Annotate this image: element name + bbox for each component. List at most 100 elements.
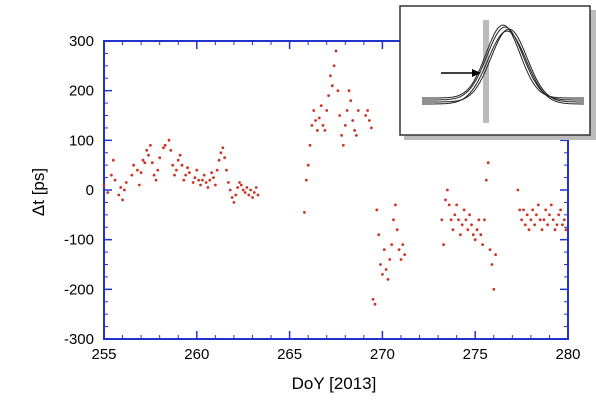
data-point — [381, 273, 384, 276]
x-tick-label: 275 — [463, 346, 488, 363]
data-point — [215, 168, 219, 172]
data-point — [447, 203, 451, 207]
data-point — [364, 114, 368, 117]
data-point — [529, 218, 533, 222]
inset-panel — [399, 5, 596, 140]
data-point — [373, 302, 377, 306]
data-point — [481, 243, 484, 247]
data-point — [371, 297, 375, 301]
data-point — [403, 253, 407, 256]
data-point — [455, 203, 458, 207]
data-point — [395, 228, 399, 232]
data-point — [462, 208, 466, 212]
data-point — [119, 186, 123, 189]
data-point — [353, 129, 356, 132]
data-point — [312, 109, 316, 112]
data-point — [143, 161, 147, 165]
data-point — [321, 124, 325, 127]
data-point — [152, 173, 156, 177]
data-point — [446, 188, 449, 192]
data-point — [238, 181, 241, 184]
x-axis-label: DoY [2013] — [292, 374, 377, 393]
data-point — [147, 153, 150, 157]
data-point — [551, 218, 555, 222]
data-point — [210, 171, 214, 175]
data-point — [251, 196, 254, 199]
data-point — [442, 243, 445, 247]
data-point — [254, 186, 258, 189]
data-point — [182, 178, 186, 182]
data-point — [451, 228, 455, 232]
inset-frame — [399, 5, 591, 136]
data-point — [176, 158, 180, 162]
data-point — [392, 218, 395, 222]
data-point — [171, 163, 175, 167]
data-point — [490, 263, 494, 266]
data-point — [188, 171, 191, 175]
data-point — [527, 228, 531, 232]
data-point — [483, 218, 486, 222]
data-point — [124, 181, 128, 184]
data-point — [206, 186, 210, 189]
data-point — [308, 143, 312, 147]
data-point — [368, 119, 371, 122]
data-point — [150, 161, 154, 165]
data-point — [394, 203, 397, 207]
data-point — [382, 248, 386, 252]
data-point — [484, 178, 488, 182]
data-point — [227, 181, 230, 184]
data-point — [470, 223, 473, 227]
data-point — [204, 181, 208, 184]
data-point — [156, 168, 160, 172]
arrow-icon — [472, 69, 481, 77]
data-point — [202, 173, 206, 177]
data-point — [197, 178, 201, 182]
data-point — [102, 183, 106, 187]
inset-pulse-curve — [422, 28, 584, 103]
data-point — [241, 188, 245, 192]
data-point — [158, 156, 162, 160]
data-point — [386, 278, 390, 281]
data-point — [544, 208, 548, 212]
data-point — [559, 208, 562, 212]
data-point — [111, 158, 115, 162]
data-point — [345, 109, 349, 112]
data-point — [375, 208, 379, 212]
data-point — [217, 158, 221, 162]
data-point — [219, 151, 223, 155]
data-point — [477, 218, 481, 222]
data-point — [230, 196, 234, 199]
data-point — [459, 233, 462, 237]
data-point — [388, 258, 392, 261]
x-tick-label: 260 — [184, 346, 209, 363]
inset-pulse-curves — [422, 24, 584, 105]
data-point — [343, 124, 347, 127]
data-point — [525, 213, 529, 217]
data-point — [334, 49, 338, 53]
data-point — [466, 228, 470, 232]
data-point — [347, 89, 351, 93]
x-tick-label: 270 — [370, 346, 395, 363]
data-point — [542, 218, 546, 222]
y-tick-label: -300 — [64, 331, 94, 348]
data-point — [195, 168, 199, 172]
data-point — [169, 148, 173, 152]
data-point — [327, 94, 330, 97]
data-point — [557, 213, 561, 217]
data-point — [137, 183, 141, 187]
data-point — [444, 198, 447, 202]
inset-pulse-curve — [422, 24, 584, 99]
data-point — [236, 186, 240, 189]
y-tick-label: 100 — [69, 132, 94, 149]
data-point — [549, 203, 553, 207]
y-tick-label: 0 — [86, 182, 94, 199]
data-point — [106, 191, 110, 194]
data-point — [548, 213, 551, 217]
data-point — [340, 134, 343, 137]
x-tick-label: 255 — [91, 346, 116, 363]
data-point — [239, 183, 243, 187]
y-tick-label: -200 — [64, 281, 94, 298]
data-point — [475, 228, 479, 232]
data-point — [167, 138, 171, 142]
data-point — [325, 109, 329, 112]
